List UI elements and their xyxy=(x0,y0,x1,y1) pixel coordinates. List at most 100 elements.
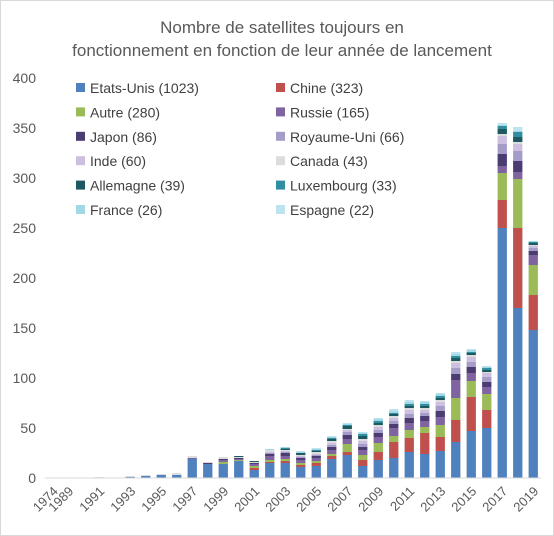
bar-segment-2011-11 xyxy=(404,400,414,402)
bar-segment-2006-3 xyxy=(327,450,337,454)
bar-segment-2003-4 xyxy=(280,453,290,456)
bar-segment-2018-4 xyxy=(513,161,523,172)
bar-segment-2014-4 xyxy=(451,374,461,380)
bar-segment-2009-6 xyxy=(373,427,383,430)
bar-segment-2009-11 xyxy=(373,418,383,419)
bar-segment-2010-3 xyxy=(389,428,399,436)
bar-segment-2010-9 xyxy=(389,413,399,414)
bar-segment-2002-10 xyxy=(265,449,275,450)
bar-segment-2007-9 xyxy=(342,425,352,426)
x-tick-label: 2017 xyxy=(479,484,510,515)
bar-segment-2015-11 xyxy=(466,349,476,350)
bar-segment-2013-3 xyxy=(435,417,445,425)
bar-segment-2006-2 xyxy=(327,454,337,456)
bar-segment-2015-4 xyxy=(466,367,476,373)
bar-segment-2012-8 xyxy=(420,406,430,408)
chart-title-line-1: Nombre de satellites toujours en xyxy=(160,18,404,37)
bar-segment-2014-10 xyxy=(451,354,461,356)
legend-swatch xyxy=(76,180,85,190)
bars xyxy=(94,123,538,478)
bar-segment-2019-2 xyxy=(528,265,538,295)
bar-segment-2007-3 xyxy=(342,439,352,444)
bar-segment-2008-11 xyxy=(358,432,368,433)
bar-segment-2017-6 xyxy=(497,136,507,144)
bar-segment-2013-2 xyxy=(435,425,445,437)
bar-segment-2011-5 xyxy=(404,414,414,418)
x-tick-label: 2011 xyxy=(387,484,417,514)
bar-segment-2018-0 xyxy=(513,308,523,478)
bar-segment-2001-4 xyxy=(249,463,259,464)
bar-segment-2015-0 xyxy=(466,431,476,478)
bar-segment-2017-9 xyxy=(497,126,507,129)
bar-segment-2007-10 xyxy=(342,424,352,425)
bar-segment-2014-3 xyxy=(451,380,461,398)
bar-segment-2009-10 xyxy=(373,419,383,421)
bar-segment-2001-7 xyxy=(249,462,259,463)
bar-segment-2007-8 xyxy=(342,426,352,429)
bar-segment-2018-8 xyxy=(513,137,523,142)
bar-segment-2015-7 xyxy=(466,355,476,357)
bar-segment-2003-9 xyxy=(280,448,290,449)
legend-swatch xyxy=(276,156,285,166)
bar-segment-2011-4 xyxy=(404,418,414,423)
x-tick-label: 2003 xyxy=(262,484,293,515)
legend-entry: Russie (165) xyxy=(290,104,369,120)
bar-segment-2006-4 xyxy=(327,447,337,450)
bar-segment-2008-2 xyxy=(358,455,368,460)
bar-segment-2000-8 xyxy=(234,456,244,457)
bar-segment-2004-4 xyxy=(296,458,306,460)
bar-segment-2009-4 xyxy=(373,433,383,437)
bar-segment-2006-9 xyxy=(327,438,337,439)
bar-segment-2013-9 xyxy=(435,396,445,398)
bar-segment-2019-6 xyxy=(528,246,538,248)
legend-entry: Canada (43) xyxy=(290,153,368,169)
bar-segment-2017-0 xyxy=(497,228,507,478)
bar-segment-2004-7 xyxy=(296,455,306,456)
bar-segment-2008-5 xyxy=(358,444,368,447)
bar-segment-2009-8 xyxy=(373,423,383,425)
legend-swatch xyxy=(76,83,85,92)
bar-segment-1998-4 xyxy=(203,463,213,464)
bar-segment-2008-3 xyxy=(358,450,368,455)
bar-segment-2014-6 xyxy=(451,363,461,368)
bar-segment-2017-10 xyxy=(497,125,507,126)
bar-segment-2013-0 xyxy=(435,451,445,478)
bar-segment-2005-11 xyxy=(311,448,321,449)
bar-segment-2005-10 xyxy=(311,449,321,450)
bar-segment-2017-2 xyxy=(497,173,507,200)
bar-segment-2013-7 xyxy=(435,400,445,402)
bar-segment-2001-2 xyxy=(249,466,259,468)
bar-segment-1994-0 xyxy=(141,476,151,478)
bar-segment-2003-8 xyxy=(280,449,290,450)
y-axis-ticks: 0 50 100 150 200 250 300 350 400 xyxy=(13,70,37,486)
bar-segment-2004-2 xyxy=(296,463,306,465)
bar-segment-2019-7 xyxy=(528,245,538,246)
x-tick-label: 2013 xyxy=(417,484,448,515)
legend-entry: Etats-Unis (1023) xyxy=(90,80,199,96)
bar-segment-2011-8 xyxy=(404,406,414,408)
chart-title-line-2: fonctionnement en fonction de leur année… xyxy=(72,41,492,60)
bar-segment-2011-10 xyxy=(404,402,414,404)
bar-segment-2012-10 xyxy=(420,402,430,404)
bar-segment-2004-8 xyxy=(296,453,306,455)
bar-segment-2017-11 xyxy=(497,123,507,125)
bar-segment-2013-4 xyxy=(435,411,445,417)
bar-segment-2013-6 xyxy=(435,402,445,406)
bar-segment-2003-2 xyxy=(280,459,290,461)
bar-segment-1999-0 xyxy=(218,464,228,478)
bar-segment-2019-3 xyxy=(528,255,538,265)
bar-segment-2000-7 xyxy=(234,457,244,458)
bar-segment-2004-5 xyxy=(296,457,306,458)
bar-segment-2014-8 xyxy=(451,358,461,361)
bar-segment-2001-3 xyxy=(249,464,259,466)
bar-segment-2016-6 xyxy=(482,373,492,377)
bar-segment-2015-10 xyxy=(466,350,476,352)
x-tick-label: 2019 xyxy=(510,484,541,515)
legend-entry: Inde (60) xyxy=(90,153,146,169)
legend-swatch xyxy=(76,156,85,166)
bar-segment-2013-1 xyxy=(435,437,445,451)
legend-entry: Japon (86) xyxy=(90,129,157,145)
bar-segment-2016-9 xyxy=(482,368,492,370)
bar-segment-2015-2 xyxy=(466,381,476,397)
bar-segment-2006-11 xyxy=(327,436,337,437)
